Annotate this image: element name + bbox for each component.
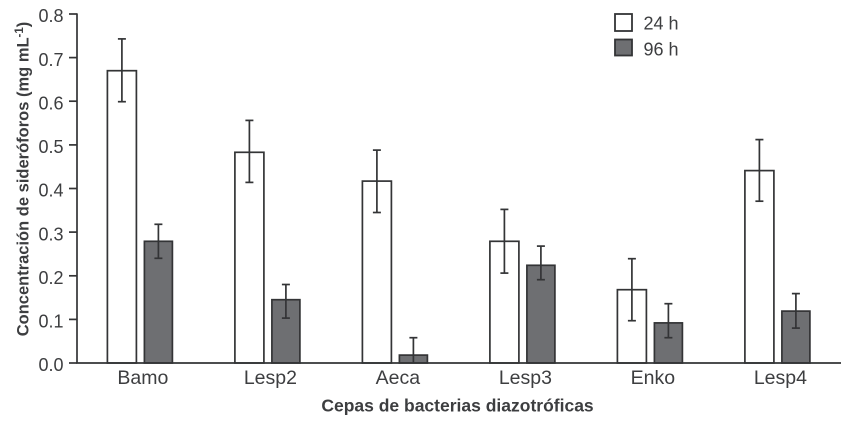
- svg-text:24 h: 24 h: [644, 13, 679, 33]
- svg-text:0.0: 0.0: [38, 355, 63, 375]
- svg-text:0.2: 0.2: [38, 268, 63, 288]
- svg-text:0.6: 0.6: [38, 93, 63, 113]
- svg-text:Lesp2: Lesp2: [244, 367, 297, 389]
- svg-text:Bamo: Bamo: [117, 367, 168, 389]
- svg-text:0.3: 0.3: [38, 224, 63, 244]
- svg-text:0.8: 0.8: [38, 6, 63, 26]
- svg-text:0.5: 0.5: [38, 137, 63, 157]
- svg-text:Enko: Enko: [631, 367, 676, 389]
- svg-text:Concentración de sideróforos (: Concentración de sideróforos (mg mL-1): [14, 22, 33, 337]
- svg-text:0.1: 0.1: [38, 312, 63, 332]
- svg-text:Cepas de bacterias diazotrófic: Cepas de bacterias diazotróficas: [321, 396, 594, 416]
- svg-text:96 h: 96 h: [644, 40, 679, 60]
- svg-text:0.7: 0.7: [38, 50, 63, 70]
- svg-text:0.4: 0.4: [38, 181, 63, 201]
- svg-text:Lesp4: Lesp4: [754, 367, 807, 389]
- svg-text:Aeca: Aeca: [376, 367, 421, 389]
- svg-text:Lesp3: Lesp3: [499, 367, 552, 389]
